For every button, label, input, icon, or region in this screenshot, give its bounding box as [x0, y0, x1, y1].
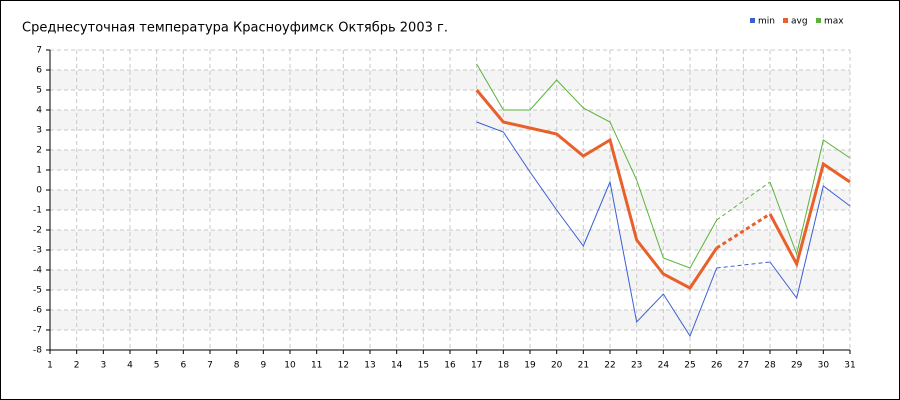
legend-label: min [758, 17, 775, 27]
legend-label: avg [791, 17, 808, 27]
x-tick-label: 26 [711, 361, 723, 371]
x-tick-label: 25 [684, 361, 695, 371]
series-line [475, 89, 718, 290]
chart-title: Среднесуточная температура Красноуфимск … [22, 21, 448, 36]
series-line [476, 121, 718, 338]
x-tick-label: 4 [127, 361, 133, 371]
x-tick-label: 7 [207, 361, 213, 371]
x-tick-label: 31 [844, 361, 855, 371]
series-line [769, 185, 851, 300]
gap-bridge [715, 212, 771, 250]
series-line [769, 139, 851, 256]
x-tick-label: 2 [74, 361, 80, 371]
x-tick-label: 21 [578, 361, 589, 371]
y-tick-label: 5 [36, 86, 42, 96]
x-tick-label: 19 [524, 361, 536, 371]
y-tick-label: -3 [33, 246, 42, 256]
x-tick-label: 22 [604, 361, 615, 371]
grid-band [50, 150, 850, 170]
series-line [768, 161, 851, 269]
y-tick-label: -7 [33, 326, 42, 336]
x-tick-label: 15 [418, 361, 429, 371]
x-tick-label: 9 [260, 361, 266, 371]
x-tick-label: 29 [791, 361, 803, 371]
y-tick-label: -5 [33, 286, 42, 296]
y-tick-label: 6 [36, 66, 42, 76]
x-tick-label: 12 [338, 361, 349, 371]
x-tick-label: 10 [284, 361, 296, 371]
y-tick-label: 1 [36, 166, 42, 176]
x-tick-label: 17 [471, 361, 482, 371]
x-tick-label: 24 [658, 361, 670, 371]
x-tick-label: 30 [818, 361, 830, 371]
x-tick-label: 18 [498, 361, 510, 371]
x-tick-label: 13 [364, 361, 375, 371]
y-tick-label: -2 [33, 226, 42, 236]
y-tick-label: -4 [33, 266, 42, 276]
x-tick-label: 27 [738, 361, 749, 371]
x-tick-label: 11 [311, 361, 322, 371]
grid-band [50, 270, 850, 290]
x-tick-label: 1 [47, 361, 53, 371]
y-tick-label: -8 [33, 346, 42, 356]
y-tick-label: 7 [36, 46, 42, 56]
x-tick-label: 20 [551, 361, 563, 371]
x-tick-label: 3 [100, 361, 106, 371]
y-tick-label: 0 [36, 186, 42, 196]
gap-bridge [716, 181, 771, 221]
series-line [476, 63, 718, 269]
x-tick-label: 28 [764, 361, 776, 371]
x-tick-label: 23 [631, 361, 642, 371]
legend-label: max [824, 17, 844, 27]
legend-swatch [750, 18, 755, 23]
legend-swatch [783, 18, 788, 23]
x-tick-label: 16 [444, 361, 456, 371]
y-tick-label: 4 [36, 106, 42, 116]
gap-bridge [716, 261, 771, 269]
y-tick-label: 2 [36, 146, 42, 156]
x-tick-label: 6 [180, 361, 186, 371]
y-tick-label: -1 [33, 206, 42, 216]
legend-swatch [816, 18, 821, 23]
x-tick-label: 8 [234, 361, 240, 371]
y-tick-label: -6 [33, 306, 42, 316]
x-tick-label: 14 [391, 361, 403, 371]
y-tick-label: 3 [36, 126, 42, 136]
x-tick-label: 5 [154, 361, 160, 371]
